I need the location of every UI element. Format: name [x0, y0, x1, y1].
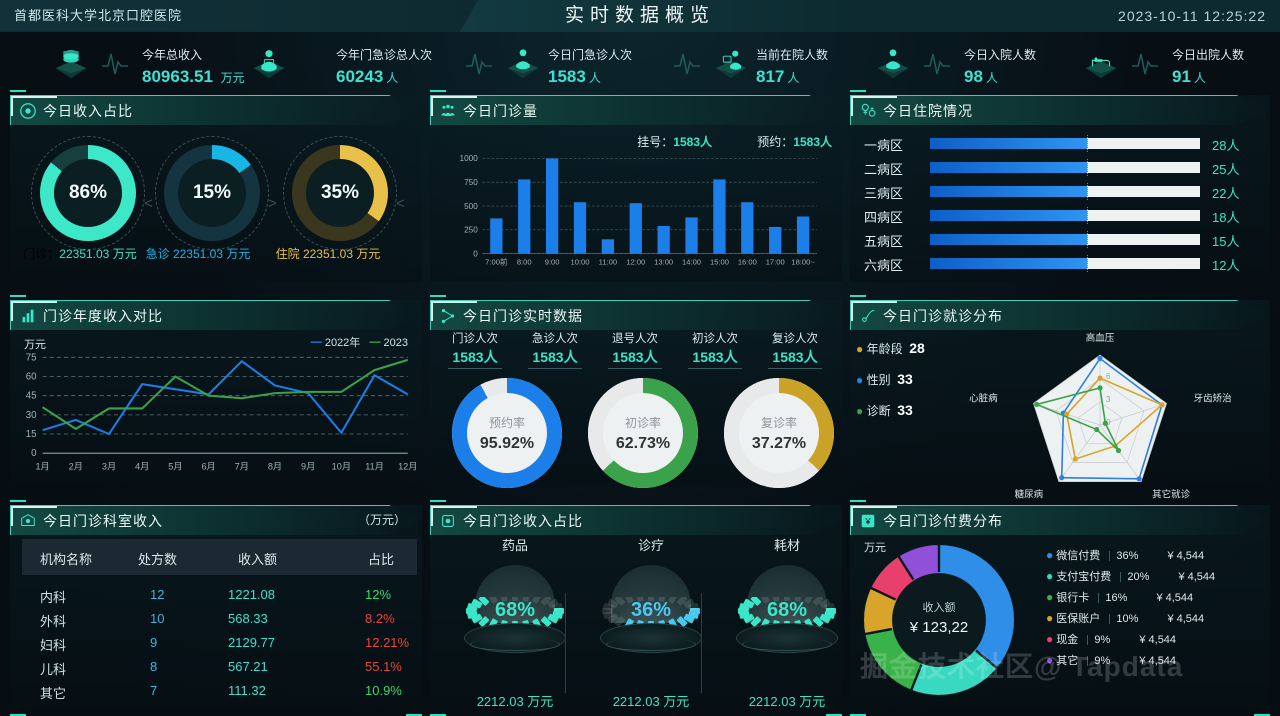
svg-text:7:00前: 7:00前 [485, 257, 508, 267]
svg-text:30: 30 [26, 410, 37, 421]
svg-text:2月: 2月 [69, 462, 83, 472]
svg-text:16:00: 16:00 [738, 258, 757, 267]
svg-text:250: 250 [464, 226, 478, 235]
svg-text:4月: 4月 [135, 462, 149, 472]
svg-text:5月: 5月 [168, 462, 182, 472]
svg-text:15: 15 [26, 429, 37, 440]
svg-text:14:00: 14:00 [682, 258, 701, 267]
svg-text:6月: 6月 [201, 462, 215, 472]
svg-text:3月: 3月 [102, 462, 116, 472]
svg-text:糖尿病: 糖尿病 [1015, 489, 1044, 501]
svg-text:17:00: 17:00 [766, 258, 785, 267]
svg-text:高血压: 高血压 [1086, 332, 1115, 344]
svg-text:9月: 9月 [301, 462, 315, 472]
svg-text:1月: 1月 [35, 462, 49, 472]
svg-text:¥: ¥ [864, 517, 871, 527]
svg-text:牙齿矫治: 牙齿矫治 [1194, 392, 1232, 404]
svg-text:60: 60 [26, 372, 37, 383]
svg-text:心脏病: 心脏病 [969, 392, 998, 404]
svg-text:0: 0 [473, 249, 478, 258]
svg-text:750: 750 [464, 178, 478, 187]
svg-text:10:00: 10:00 [571, 258, 590, 267]
svg-text:8月: 8月 [268, 462, 282, 472]
svg-text:0: 0 [31, 448, 36, 459]
svg-text:18:00~: 18:00~ [791, 258, 815, 267]
svg-text:10月: 10月 [332, 462, 351, 472]
svg-text:3: 3 [1106, 395, 1111, 404]
svg-text:15:00: 15:00 [710, 258, 729, 267]
svg-text:12:00: 12:00 [626, 258, 645, 267]
svg-text:13:00: 13:00 [654, 258, 673, 267]
svg-text:其它就诊: 其它就诊 [1152, 489, 1191, 501]
svg-text:9:00: 9:00 [545, 258, 560, 267]
svg-text:6: 6 [1106, 372, 1111, 381]
svg-text:1000: 1000 [460, 154, 479, 163]
svg-text:11月: 11月 [365, 462, 384, 472]
svg-text:75: 75 [26, 352, 37, 363]
svg-text:7月: 7月 [235, 462, 249, 472]
svg-text:500: 500 [464, 202, 478, 211]
svg-text:45: 45 [26, 391, 37, 402]
svg-text:11:00: 11:00 [599, 258, 617, 267]
svg-text:12月: 12月 [398, 462, 417, 472]
svg-text:8:00: 8:00 [517, 258, 532, 267]
